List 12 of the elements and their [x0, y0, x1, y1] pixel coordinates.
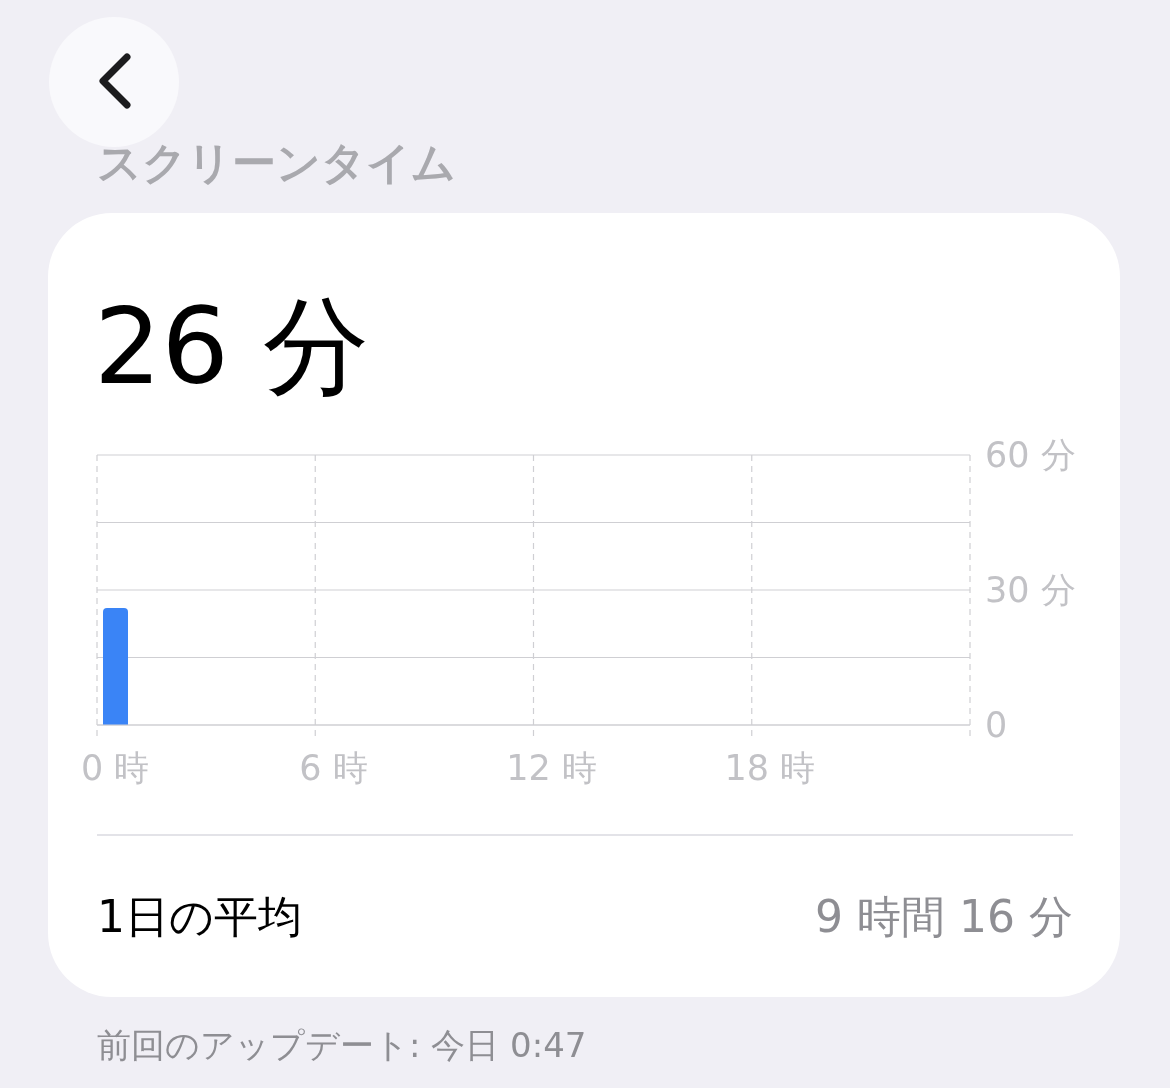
x-tick-label: 18 時: [724, 748, 816, 788]
text: 9 時間 16 分: [815, 891, 1073, 943]
x-tick-label: 0 時: [80, 748, 150, 788]
text: 1日の平均: [97, 891, 302, 943]
x-tick-label: 6 時: [299, 748, 368, 788]
chart-subtitle: 26 分: [94, 285, 369, 408]
chart-title: スクリーンタイム: [97, 137, 456, 188]
x-tick-label: 12 時: [506, 748, 598, 788]
y-tick-label: 30 分: [985, 570, 1076, 611]
y-tick-label: 60 分: [985, 435, 1076, 476]
text: 前回のアップデート: 今日 0:47: [97, 1024, 587, 1066]
y-tick-label: 0: [985, 705, 1008, 746]
